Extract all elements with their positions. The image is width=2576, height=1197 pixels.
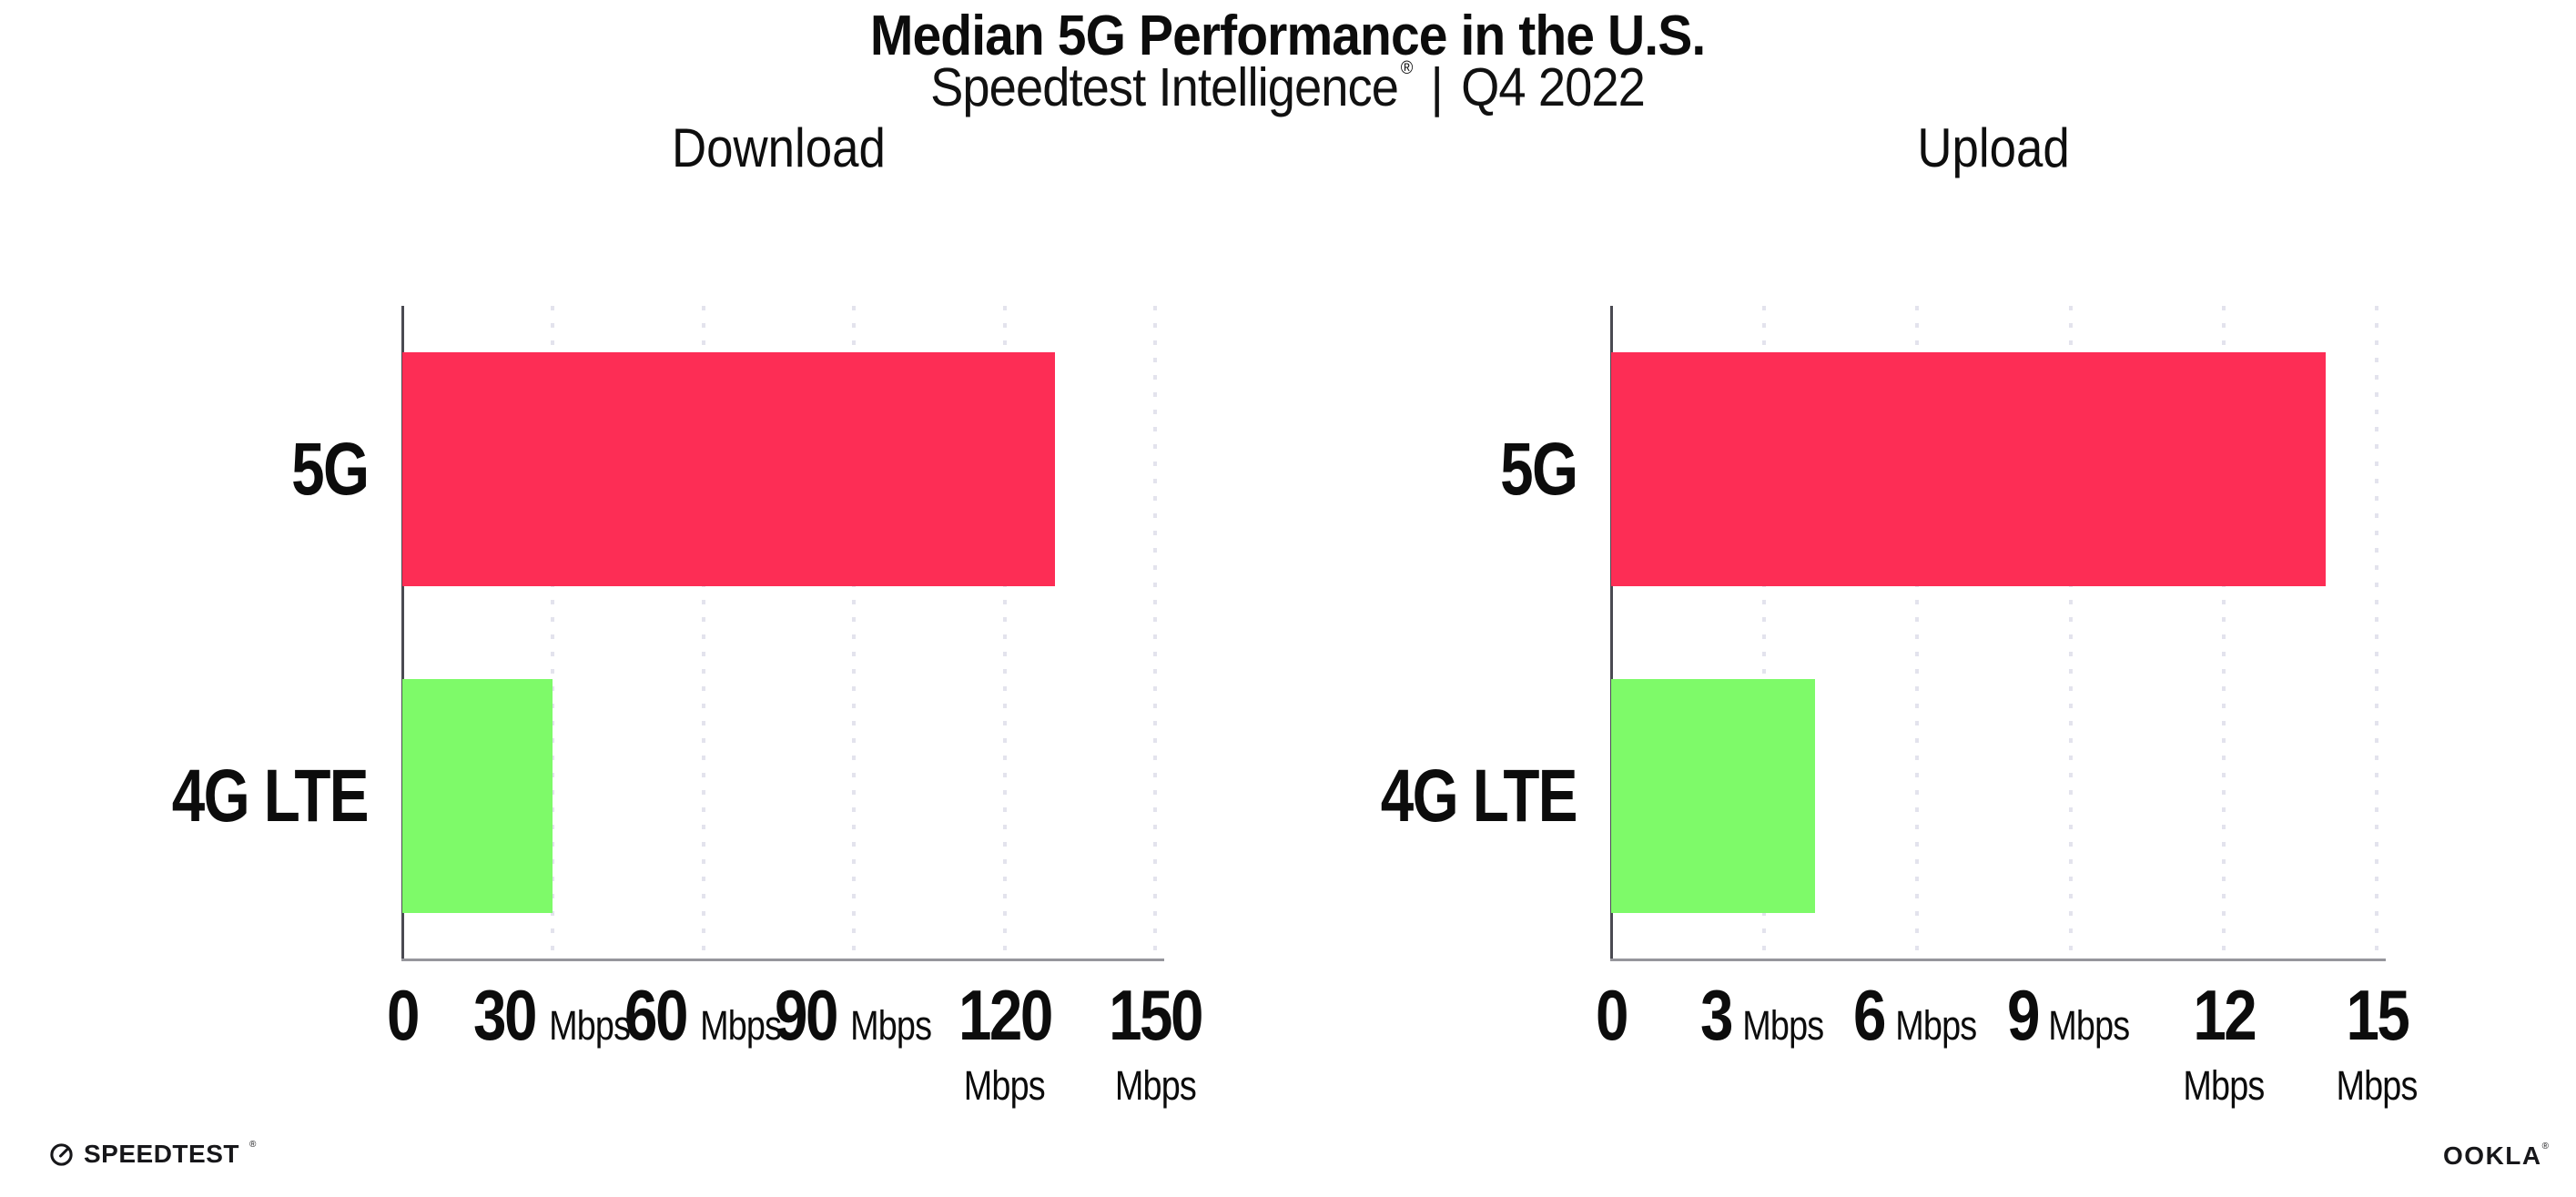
x-axis-line <box>401 959 1164 961</box>
page-title-text: Median 5G Performance in the U.S. <box>870 5 1706 67</box>
category-label-5g: 5G <box>290 427 370 511</box>
x-tick-60: 60 Mbps <box>618 979 788 1050</box>
x-tick-unit: Mbps <box>1114 1062 1196 1109</box>
gridline-90 <box>852 306 857 963</box>
x-tick-unit: Mbps <box>699 1002 782 1049</box>
x-tick-12: 12Mbps <box>2147 979 2300 1106</box>
x-tick-label: 30 <box>473 975 537 1055</box>
gridline-120 <box>1002 306 1007 963</box>
x-tick-150: 150Mbps <box>1100 979 1210 1106</box>
x-axis-line <box>1610 959 2386 961</box>
x-tick-unit: Mbps <box>2183 1062 2265 1109</box>
x-tick-unit: Mbps <box>2336 1062 2418 1109</box>
x-tick-unit: Mbps <box>549 1002 631 1049</box>
bar-4g-lte <box>402 679 553 913</box>
y-axis-line <box>1610 306 1613 959</box>
x-tick-120: 120Mbps <box>929 979 1080 1106</box>
upload-chart-title: Upload <box>1917 117 2071 178</box>
category-label-4g-lte: 4G LTE <box>1380 754 1578 837</box>
x-tick-15: 15Mbps <box>2328 979 2425 1106</box>
x-tick-label: 15 <box>2346 975 2409 1055</box>
bar-5g <box>402 352 1055 586</box>
x-tick-label: 3 <box>1700 975 1733 1055</box>
x-tick-unit: Mbps <box>1741 1002 1824 1049</box>
bar-5g <box>1611 352 2326 586</box>
x-tick-label: 0 <box>387 975 420 1055</box>
gridline-3 <box>1762 306 1767 963</box>
x-tick-unit: Mbps <box>850 1002 932 1049</box>
gridline-15 <box>2375 306 2378 963</box>
x-tick-90: 90 Mbps <box>769 979 939 1050</box>
x-tick-label: 0 <box>1596 975 1628 1055</box>
x-tick-label: 9 <box>2006 975 2040 1055</box>
upload-plot-area: 0 3 Mbps 6 Mbps 9 Mbps 12Mbps 15Mbps 5G 4G LTE <box>1381 306 2418 1106</box>
x-tick-label: 12 <box>2192 975 2257 1055</box>
x-tick-label: 90 <box>775 975 838 1055</box>
page-subtitle: Speedtest Intelligence ® | Q4 2022 <box>0 56 2576 118</box>
registered-trademark-icon: ® <box>1401 58 1414 78</box>
x-tick-0: 0 <box>1593 979 1629 1050</box>
bar-4g-lte <box>1611 679 1816 913</box>
gridline-6 <box>1915 306 1920 963</box>
x-tick-unit: Mbps <box>1895 1002 1977 1049</box>
gridline-9 <box>2068 306 2073 963</box>
x-tick-9: 9 Mbps <box>2003 979 2136 1050</box>
x-tick-label: 120 <box>958 975 1053 1055</box>
subtitle-period: Q4 2022 <box>1461 57 1647 117</box>
gauge-icon <box>50 1142 73 1166</box>
category-label-4g-lte: 4G LTE <box>171 754 370 837</box>
x-tick-label: 60 <box>624 975 688 1055</box>
page-title: Median 5G Performance in the U.S. <box>0 4 2576 68</box>
gridline-12 <box>2221 306 2226 963</box>
gridline-150 <box>1153 306 1157 963</box>
speedtest-wordmark: SPEEDTEST <box>84 1140 239 1168</box>
x-tick-30: 30 Mbps <box>468 979 638 1050</box>
subtitle-separator: | <box>1431 57 1444 117</box>
speedtest-registered-icon: ® <box>248 1140 257 1150</box>
x-tick-label: 150 <box>1109 975 1203 1055</box>
ookla-registered-icon: ® <box>2541 1141 2549 1151</box>
x-tick-0: 0 <box>384 979 421 1050</box>
x-tick-label: 6 <box>1853 975 1886 1055</box>
gridline-30 <box>551 306 555 963</box>
speedtest-logo: SPEEDTEST ® <box>49 1141 256 1167</box>
download-plot-area: 0 30 Mbps 60 Mbps 90 Mbps 120Mbps 150Mbps 5G 4G LT… <box>172 306 1203 1106</box>
gridline-60 <box>701 306 705 963</box>
x-tick-unit: Mbps <box>2048 1002 2130 1049</box>
x-tick-unit: Mbps <box>964 1062 1046 1109</box>
y-axis-line <box>401 306 404 959</box>
x-tick-3: 3 Mbps <box>1698 979 1831 1050</box>
download-chart-title: Download <box>672 117 886 178</box>
subtitle-brand: Speedtest Intelligence <box>930 57 1400 117</box>
ookla-wordmark: OOKLA <box>2443 1141 2542 1170</box>
category-label-5g: 5G <box>1499 427 1578 511</box>
x-tick-6: 6 Mbps <box>1851 979 1983 1050</box>
ookla-logo: OOKLA ® <box>2443 1141 2549 1170</box>
